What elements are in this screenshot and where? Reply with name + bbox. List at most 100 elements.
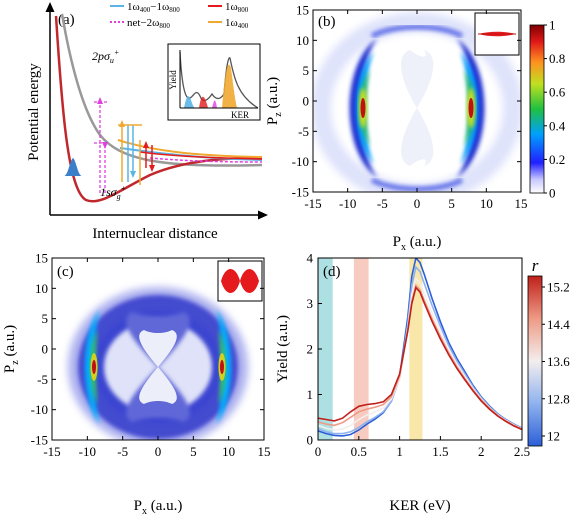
panel-d-band-2 bbox=[409, 258, 423, 440]
svg-text:1ω800: 1ω800 bbox=[225, 1, 249, 14]
panel-c-xtick-label-6: 15 bbox=[258, 444, 271, 459]
panel-d-cb-label-2: 13.6 bbox=[547, 354, 570, 369]
label-2psigma-u: 2pσu+ bbox=[92, 48, 119, 65]
panel-a-inset: Yield KER bbox=[167, 43, 261, 121]
panel-b-ytick-label-3: 0 bbox=[303, 94, 310, 109]
panel-d-xlabel: KER (eV) bbox=[389, 498, 450, 514]
panel-b-inset bbox=[474, 12, 520, 56]
panel-c-xtick-label-0: -15 bbox=[43, 444, 60, 459]
panel-b-ytick-label-6: 15 bbox=[296, 3, 309, 18]
blue-arrow-head bbox=[130, 171, 136, 178]
panel-c-ytick-label-6: 15 bbox=[35, 251, 48, 266]
panel-c-ytick-label-3: 0 bbox=[42, 342, 49, 357]
panel-a-legend: 1ω400−1ω800 1ω800 net−2ω800 1ω400 bbox=[110, 1, 249, 30]
panel-d-ytick-label-0: 0 bbox=[307, 433, 314, 448]
panel-c-ytick-label-2: -5 bbox=[37, 372, 48, 387]
panel-d-xtick-label-0: 0 bbox=[315, 444, 322, 459]
svg-text:1ω400−1ω800: 1ω400−1ω800 bbox=[127, 1, 180, 14]
panel-b-ytick-label-1: -10 bbox=[292, 154, 309, 169]
panel-d-xtick-label-4: 2 bbox=[478, 444, 485, 459]
panel-d-ytick-label-2: 2 bbox=[307, 342, 314, 357]
panel-c-xlabel: Px (a.u.) bbox=[134, 498, 183, 516]
panel-d-band-1 bbox=[353, 258, 369, 440]
panel-c-ytick-label-5: 10 bbox=[35, 281, 48, 296]
red-arrows bbox=[145, 145, 153, 168]
panel-d-colorbar-label: r bbox=[532, 256, 539, 275]
panel-b-xtick-label-3: 0 bbox=[414, 196, 421, 211]
orange-blue-arrows bbox=[118, 124, 142, 185]
svg-text:net−2ω800: net−2ω800 bbox=[127, 17, 170, 30]
panel-b-cb-label-2: 0.4 bbox=[549, 118, 566, 133]
panel-b-xtick-label-2: -5 bbox=[377, 196, 388, 211]
panel-b-cb-label-3: 0.6 bbox=[549, 85, 566, 100]
panel-d-colorbar-ticks: 15.2 14.4 13.6 12.8 12 bbox=[542, 280, 570, 444]
panel-b-cb-label-1: 0.2 bbox=[549, 152, 565, 167]
panel-c-ylabel: Pz (a.u.) bbox=[2, 325, 21, 373]
panel-b-ylabel: Pz (a.u.) bbox=[265, 77, 284, 125]
orange-arrow-head bbox=[119, 120, 125, 127]
panel-c-xtick-label-5: 10 bbox=[222, 444, 235, 459]
panel-d-xtick-label-1: 0.5 bbox=[351, 444, 367, 459]
label-1ssigma-g: 1sσg+ bbox=[100, 184, 126, 201]
panel-d-axes: 0 0.5 1 1.5 2 2.5 0 1 2 3 4 bbox=[307, 251, 531, 460]
wavepacket-icon bbox=[64, 158, 82, 176]
panel-a-ylabel: Potential energy bbox=[26, 63, 42, 161]
panel-d-bands bbox=[318, 258, 423, 440]
panel-b-xlabel: Px (a.u.) bbox=[393, 234, 442, 253]
panel-d-xtick-label-3: 1.5 bbox=[432, 444, 448, 459]
curve-dressed-orange bbox=[117, 139, 263, 158]
panel-b-axes: -15 -10 -5 0 5 10 15 -15 -10 -5 0 5 10 15 bbox=[292, 3, 528, 212]
magenta-arrow-head-2 bbox=[102, 142, 108, 149]
panel-b-xtick-label-6: 15 bbox=[515, 196, 528, 211]
panel-b-cb-label-4: 0.8 bbox=[549, 51, 565, 66]
panel-d-cb-label-4: 12 bbox=[547, 429, 560, 444]
panel-c-xtick-label-2: -5 bbox=[117, 444, 128, 459]
panel-c-xtick-label-3: 0 bbox=[155, 444, 162, 459]
panel-d-xtick-label-5: 2.5 bbox=[514, 444, 530, 459]
panel-d-cb-label-0: 15.2 bbox=[547, 280, 570, 295]
magenta-arrow-head-1 bbox=[97, 97, 103, 104]
panel-c-ytick-label-0: -15 bbox=[31, 433, 48, 448]
panel-d-ylabel: Yield (a.u.) bbox=[275, 315, 291, 383]
magenta-transition-arrows bbox=[94, 101, 109, 193]
panel-c-axes: -15 -10 -5 0 5 10 15 -15 -10 -5 0 5 10 15 bbox=[31, 251, 271, 460]
panel-a: (a) Potential energy Internuclear distan… bbox=[26, 1, 268, 242]
panel-d-ytick-label-1: 1 bbox=[307, 387, 314, 402]
panel-b-xtick-label-0: -15 bbox=[304, 196, 321, 211]
panel-b-cb-label-0: 0 bbox=[549, 186, 556, 201]
panel-b-ytick-label-4: 5 bbox=[303, 63, 310, 78]
panel-c-inset bbox=[217, 260, 263, 302]
panel-d: (d) 0 0.5 1 1.5 2 2.5 0 12 3 4 KER (eV) Yield (a.… bbox=[275, 251, 570, 515]
panel-a-y-arrow bbox=[45, 2, 55, 12]
panel-a-xlabel: Internuclear distance bbox=[92, 226, 218, 242]
panel-d-label: (d) bbox=[323, 264, 341, 280]
panel-c-label: (c) bbox=[57, 264, 74, 280]
panel-b-ytick-label-2: -5 bbox=[298, 124, 309, 139]
panel-b-colorbar-ticks: 0 0.2 0.4 0.6 0.8 1 bbox=[544, 18, 566, 201]
panel-d-series-r-15.2 bbox=[318, 285, 522, 431]
panel-d-colorbar bbox=[527, 275, 543, 447]
panel-b-xtick-label-5: 10 bbox=[480, 196, 493, 211]
panel-b-ytick-label-5: 10 bbox=[296, 33, 309, 48]
panel-c-ytick-label-4: 5 bbox=[42, 311, 49, 326]
panel-c-ytick-label-1: -10 bbox=[31, 402, 48, 417]
panel-c-xtick-label-1: -10 bbox=[79, 444, 96, 459]
curve-dressed-magenta bbox=[149, 157, 263, 163]
inset-ylabel: Yield bbox=[168, 70, 178, 90]
panel-b-xtick-label-4: 5 bbox=[448, 196, 455, 211]
panel-b-cb-label-5: 1 bbox=[549, 18, 556, 33]
svg-text:1ω400: 1ω400 bbox=[225, 17, 249, 30]
panel-a-x-arrow bbox=[258, 210, 268, 220]
panel-c-heatmap bbox=[52, 258, 264, 440]
panel-c: (c) -15 -10 -5 0 5 10 15 -15 -10 -5 0 5 10 15 Px (a.u… bbox=[2, 251, 271, 516]
inset-xlabel: KER bbox=[231, 110, 249, 120]
curve-dressed-red bbox=[139, 151, 263, 160]
panel-d-ytick-label-3: 3 bbox=[307, 296, 314, 311]
panel-c-xtick-label-4: 5 bbox=[190, 444, 197, 459]
panel-d-cb-label-3: 12.8 bbox=[547, 391, 570, 406]
panel-b-label: (b) bbox=[318, 14, 336, 30]
panel-d-ytick-label-4: 4 bbox=[307, 251, 314, 266]
red-arrow-head-2 bbox=[149, 165, 155, 172]
